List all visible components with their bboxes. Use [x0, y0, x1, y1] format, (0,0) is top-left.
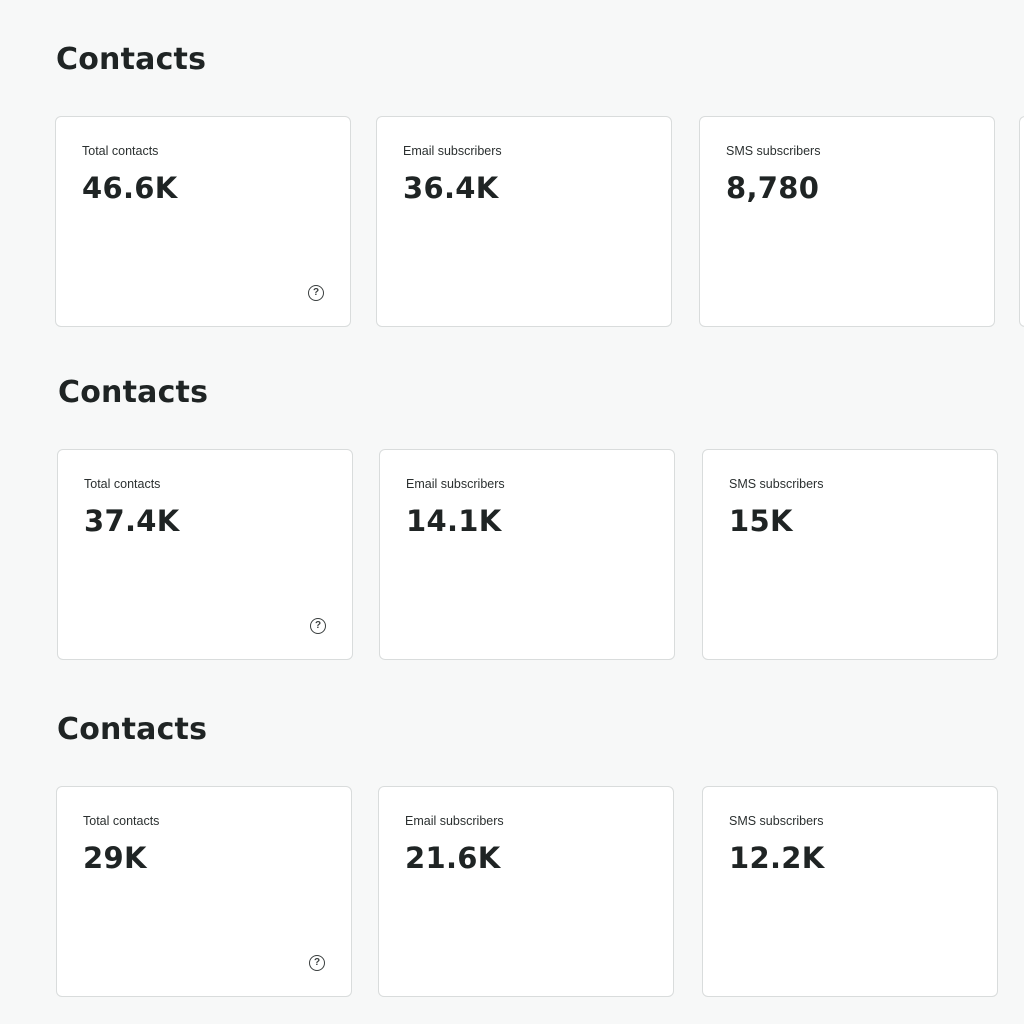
- section-title: Contacts: [57, 712, 208, 747]
- offscreen-card-edge: [1019, 116, 1024, 327]
- question-circle-icon[interactable]: ?: [309, 955, 325, 971]
- question-circle-icon[interactable]: ?: [308, 285, 324, 301]
- email-subscribers-card[interactable]: Email subscribers 21.6K: [378, 786, 674, 997]
- total-contacts-card[interactable]: Total contacts 29K ?: [56, 786, 352, 997]
- card-label: SMS subscribers: [726, 144, 821, 158]
- section-title: Contacts: [58, 375, 209, 410]
- card-label: Total contacts: [83, 814, 160, 828]
- card-value: 12.2K: [729, 841, 825, 875]
- card-label: SMS subscribers: [729, 814, 824, 828]
- sms-subscribers-card[interactable]: SMS subscribers 15K: [702, 449, 998, 660]
- contacts-section-2: Contacts Total contacts 37.4K ? Email su…: [0, 333, 1024, 663]
- contacts-section-1: Contacts Total contacts 46.6K ? Email su…: [0, 0, 1024, 330]
- section-title: Contacts: [56, 42, 207, 77]
- sms-subscribers-card[interactable]: SMS subscribers 12.2K: [702, 786, 998, 997]
- total-contacts-card[interactable]: Total contacts 46.6K ?: [55, 116, 351, 327]
- question-circle-icon[interactable]: ?: [310, 618, 326, 634]
- card-value: 15K: [729, 504, 793, 538]
- card-label: Total contacts: [84, 477, 161, 491]
- card-value: 21.6K: [405, 841, 501, 875]
- card-value: 37.4K: [84, 504, 180, 538]
- contacts-section-3: Contacts Total contacts 29K ? Email subs…: [0, 670, 1024, 1000]
- card-label: Total contacts: [82, 144, 159, 158]
- card-value: 36.4K: [403, 171, 499, 205]
- card-value: 14.1K: [406, 504, 502, 538]
- card-value: 46.6K: [82, 171, 178, 205]
- total-contacts-card[interactable]: Total contacts 37.4K ?: [57, 449, 353, 660]
- email-subscribers-card[interactable]: Email subscribers 14.1K: [379, 449, 675, 660]
- card-value: 8,780: [726, 171, 820, 205]
- card-label: Email subscribers: [406, 477, 505, 491]
- email-subscribers-card[interactable]: Email subscribers 36.4K: [376, 116, 672, 327]
- sms-subscribers-card[interactable]: SMS subscribers 8,780: [699, 116, 995, 327]
- card-value: 29K: [83, 841, 147, 875]
- card-label: Email subscribers: [405, 814, 504, 828]
- card-label: Email subscribers: [403, 144, 502, 158]
- card-label: SMS subscribers: [729, 477, 824, 491]
